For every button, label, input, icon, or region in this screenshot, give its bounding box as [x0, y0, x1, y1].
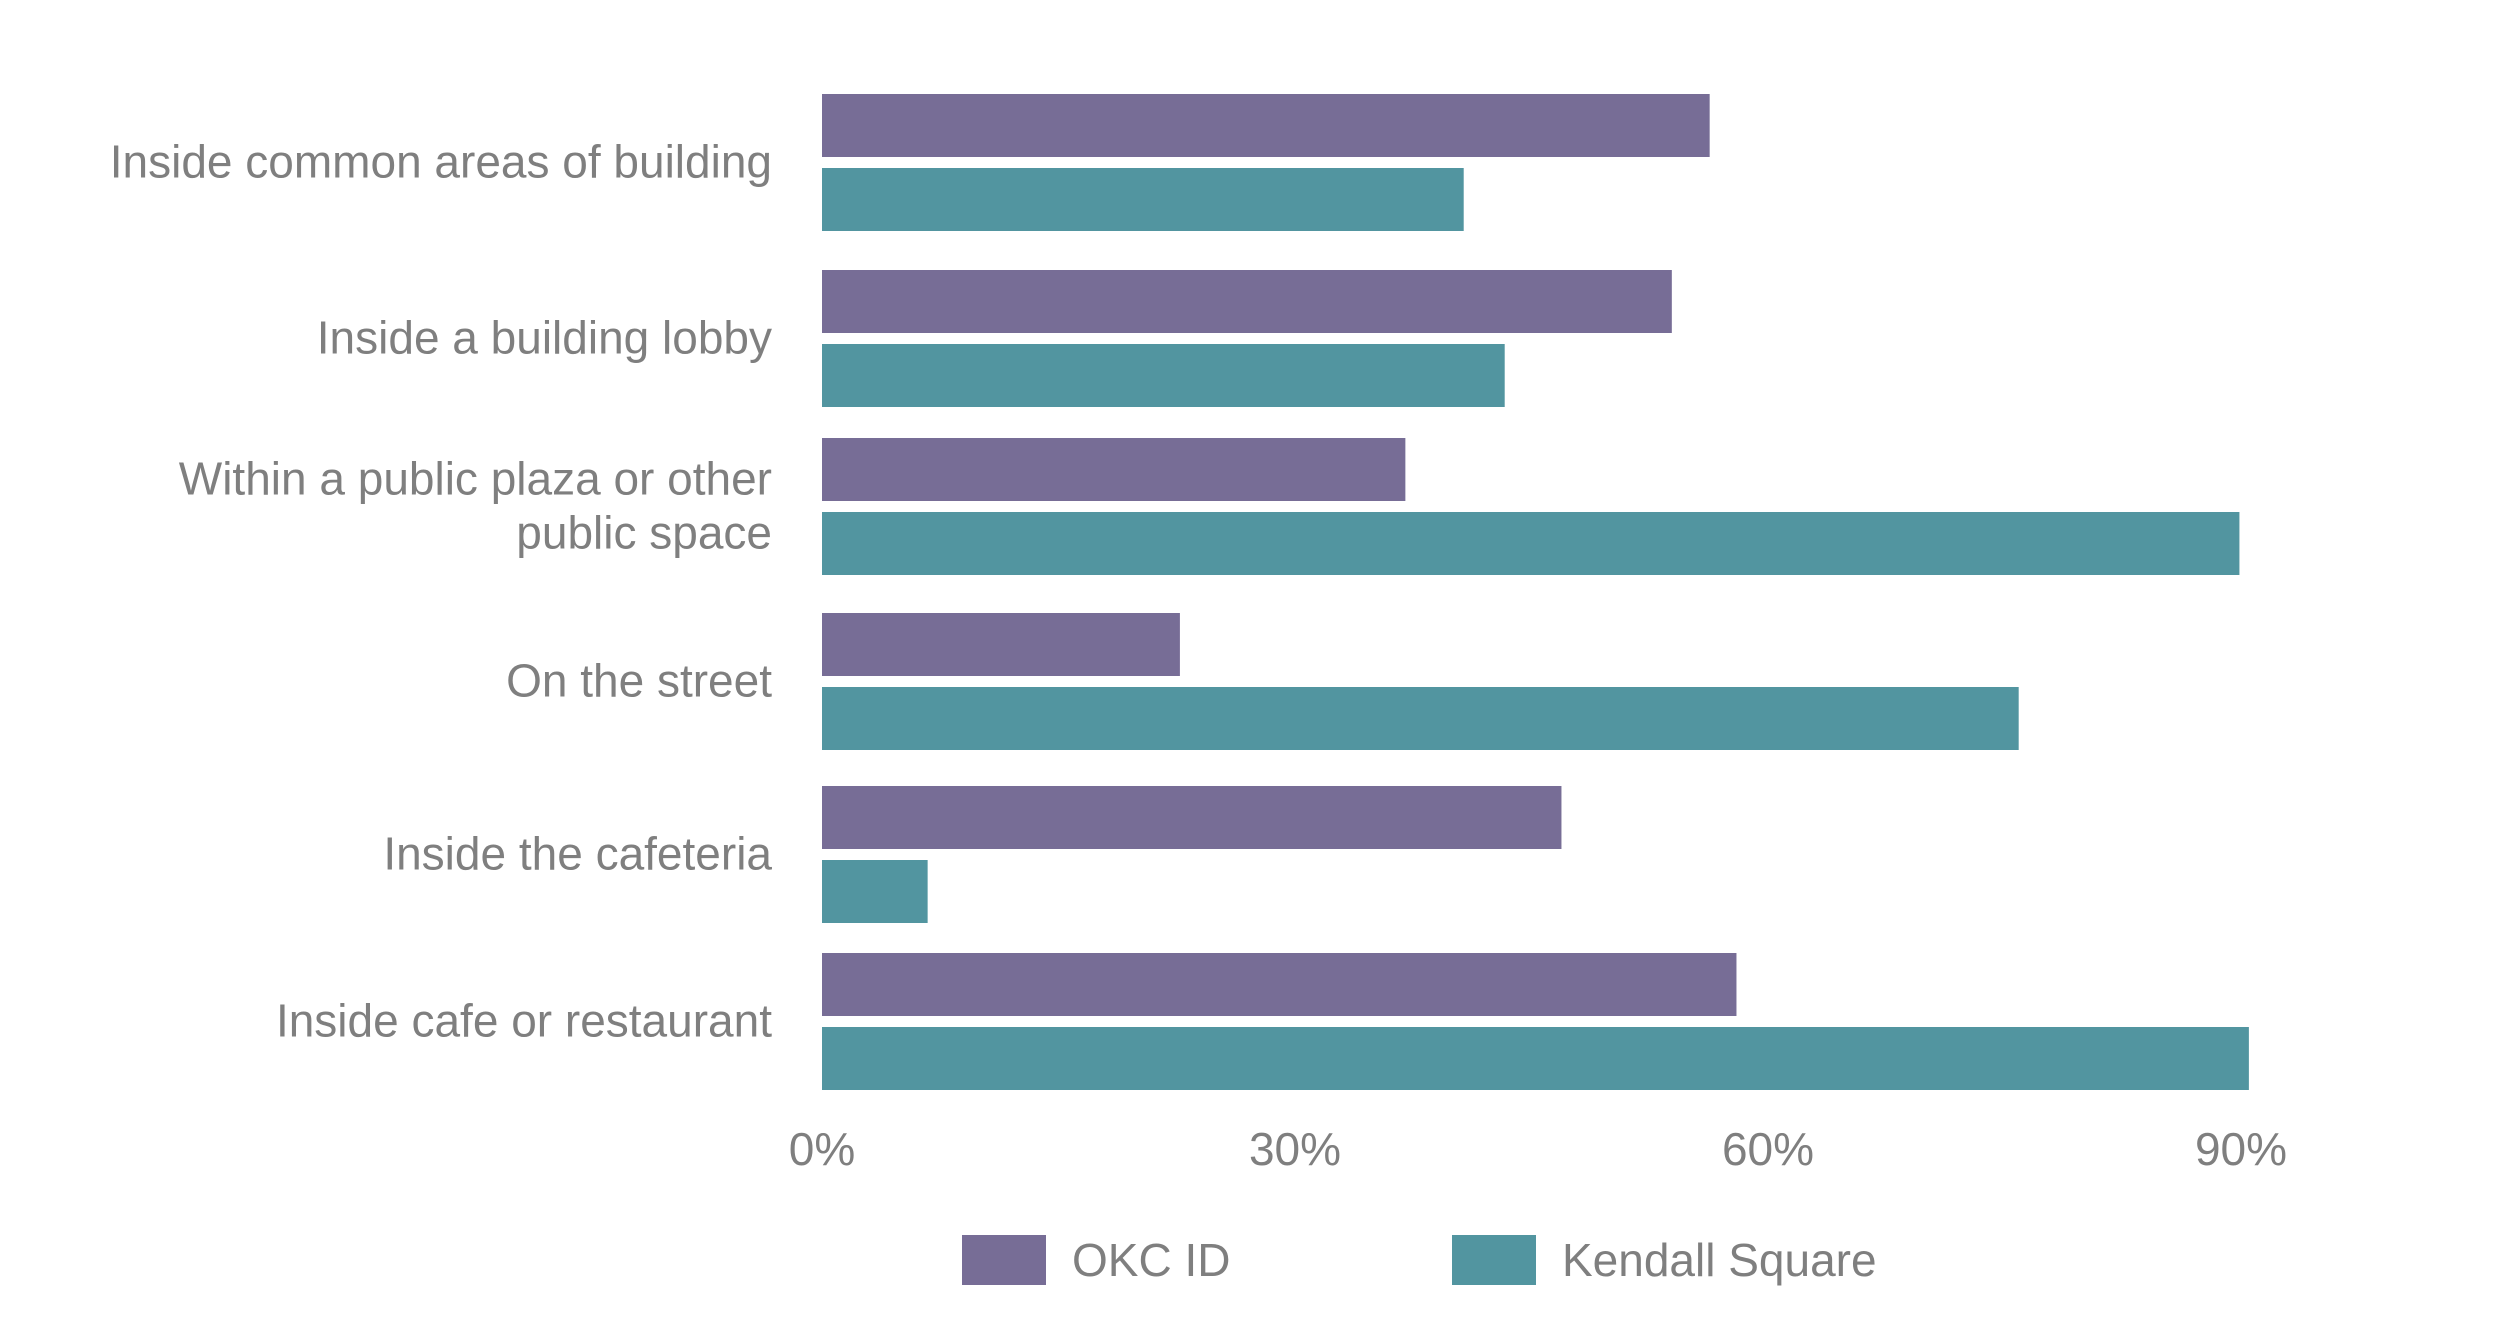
bar-okc-id-2 — [822, 438, 1406, 501]
bar-kendall-square-4 — [822, 860, 928, 923]
x-tick-label: 0% — [789, 1123, 855, 1175]
category-label: Inside a building lobby — [317, 312, 772, 364]
x-tick-label: 60% — [1722, 1123, 1814, 1175]
legend-label: Kendall Square — [1562, 1234, 1877, 1286]
legend-label: OKC ID — [1072, 1234, 1230, 1286]
category-label: Inside the cafeteria — [383, 828, 772, 880]
bar-okc-id-5 — [822, 953, 1737, 1016]
x-tick-label: 90% — [2195, 1123, 2287, 1175]
legend-swatch — [1452, 1235, 1536, 1285]
legend-swatch — [962, 1235, 1046, 1285]
legend: OKC ID Kendall Square — [962, 1234, 1877, 1286]
bar-okc-id-1 — [822, 270, 1672, 333]
bar-kendall-square-2 — [822, 512, 2240, 575]
bar-okc-id-0 — [822, 94, 1710, 157]
x-axis: 0% 30% 60% 90% — [789, 1123, 2287, 1175]
legend-item: Kendall Square — [1452, 1234, 1877, 1286]
category-label: Inside cafe or restaurant — [276, 995, 772, 1047]
bar-kendall-square-5 — [822, 1027, 2249, 1090]
category-label: On the street — [506, 655, 772, 707]
legend-item: OKC ID — [962, 1234, 1230, 1286]
category-label: Within a public plaza or other public spa… — [179, 453, 772, 559]
bar-okc-id-3 — [822, 613, 1180, 676]
category-labels: Inside common areas of building Inside a … — [110, 136, 773, 1047]
x-tick-label: 30% — [1249, 1123, 1341, 1175]
bar-kendall-square-1 — [822, 344, 1505, 407]
bars-group — [822, 94, 2249, 1090]
category-label: Inside common areas of building — [110, 136, 772, 188]
bar-okc-id-4 — [822, 786, 1562, 849]
bar-kendall-square-0 — [822, 168, 1464, 231]
bar-kendall-square-3 — [822, 687, 2019, 750]
